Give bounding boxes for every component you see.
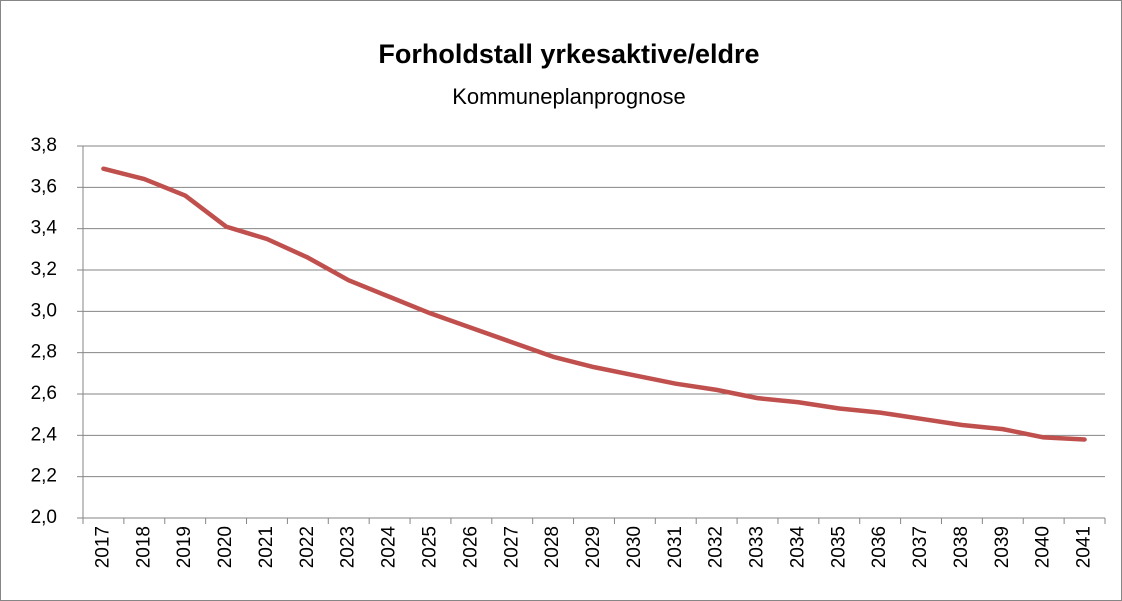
x-tick-label: 2031	[665, 526, 686, 568]
x-tick-label: 2034	[787, 526, 808, 569]
x-tick-label: 2038	[951, 526, 972, 568]
x-tick-label: 2021	[256, 526, 277, 568]
x-tick-label: 2039	[992, 526, 1013, 568]
y-tick-label: 2,0	[31, 507, 57, 528]
x-tick-label: 2030	[624, 526, 645, 568]
x-tick-label: 2033	[747, 526, 768, 568]
y-tick-label: 3,4	[31, 218, 58, 239]
x-tick-label: 2019	[174, 526, 195, 568]
chart-subtitle: Kommuneplanprognose	[452, 84, 686, 109]
x-tick-label: 2040	[1033, 526, 1054, 568]
x-tick-label: 2036	[869, 526, 890, 568]
x-tick-label: 2037	[910, 526, 931, 568]
y-tick-label: 2,4	[31, 424, 58, 445]
x-tick-label: 2018	[133, 526, 154, 568]
x-tick-label: 2024	[379, 526, 400, 569]
x-tick-label: 2017	[92, 526, 113, 568]
x-tick-label: 2035	[828, 526, 849, 568]
y-tick-label: 2,6	[31, 383, 57, 404]
x-tick-label: 2020	[215, 526, 236, 568]
y-tick-label: 3,6	[31, 176, 57, 197]
x-tick-label: 2032	[706, 526, 727, 568]
y-tick-label: 2,2	[31, 466, 57, 487]
data-line	[101, 166, 1087, 442]
x-tick-label: 2025	[419, 526, 440, 568]
y-tick-label: 3,2	[31, 259, 57, 280]
x-tick-label: 2026	[460, 526, 481, 568]
y-tick-label: 2,8	[31, 342, 57, 363]
y-tick-label: 3,0	[31, 300, 57, 321]
x-tick-label: 2022	[297, 526, 318, 568]
y-tick-label: 3,8	[31, 135, 57, 156]
chart-title: Forholdstall yrkesaktive/eldre	[378, 39, 759, 69]
x-tick-label: 2023	[338, 526, 359, 568]
x-tick-label: 2027	[501, 526, 522, 568]
x-tick-label: 2029	[583, 526, 604, 568]
x-tick-label: 2028	[542, 526, 563, 568]
x-tick-label: 2041	[1074, 526, 1095, 568]
